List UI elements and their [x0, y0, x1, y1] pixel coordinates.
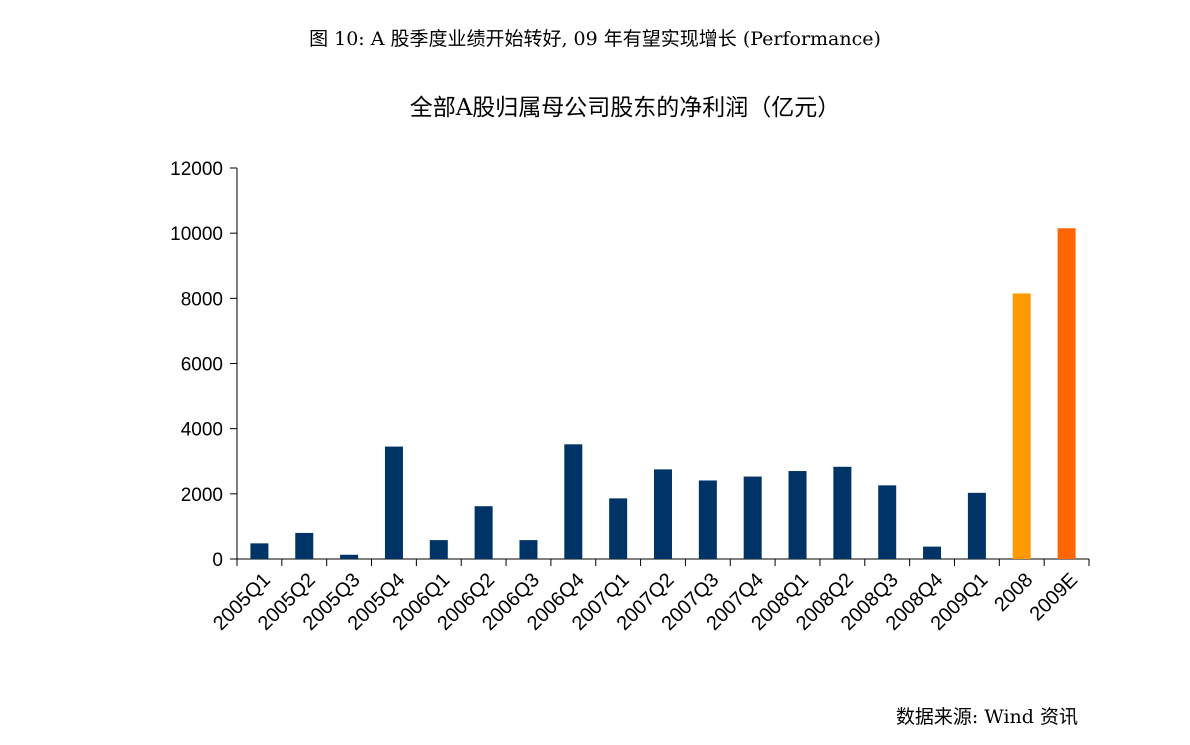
y-tick-label: 8000: [181, 289, 223, 310]
chart-bars: [250, 228, 1076, 559]
bar: [878, 485, 897, 559]
bar: [609, 498, 628, 559]
bar: [698, 480, 717, 559]
bar: [788, 471, 807, 559]
y-tick-label: 6000: [181, 355, 223, 376]
chart-title: 全部A股归属母公司股东的净利润（亿元）: [409, 95, 841, 121]
y-tick-label: 12000: [170, 159, 223, 180]
bar: [519, 540, 538, 559]
bar: [967, 492, 986, 559]
bar: [295, 532, 314, 559]
bar: [340, 554, 359, 559]
bar: [250, 543, 269, 559]
y-tick-label: 2000: [181, 485, 223, 506]
bar: [1057, 228, 1076, 559]
bar: [743, 476, 762, 559]
bar: [474, 506, 493, 559]
bar: [833, 466, 852, 559]
y-axis-ticks: 0 2000 4000 6000 8000 10000 12000: [170, 159, 237, 571]
bar: [1012, 293, 1031, 559]
bar: [654, 469, 672, 559]
y-tick-label: 10000: [170, 224, 223, 245]
x-tick-label: 2009E: [1026, 569, 1082, 625]
y-tick-label: 4000: [181, 420, 223, 441]
bar: [429, 540, 448, 559]
bar: [564, 444, 583, 559]
bar: [923, 546, 942, 559]
bar: [384, 446, 403, 559]
x-axis-ticks: 2005Q12005Q22005Q32005Q42006Q12006Q22006…: [209, 559, 1090, 635]
y-tick-label: 0: [212, 550, 223, 571]
figure-caption: 图 10: A 股季度业绩开始转好, 09 年有望实现增长 (Performan…: [309, 28, 881, 50]
data-source-note: 数据来源: Wind 资讯: [895, 706, 1078, 728]
